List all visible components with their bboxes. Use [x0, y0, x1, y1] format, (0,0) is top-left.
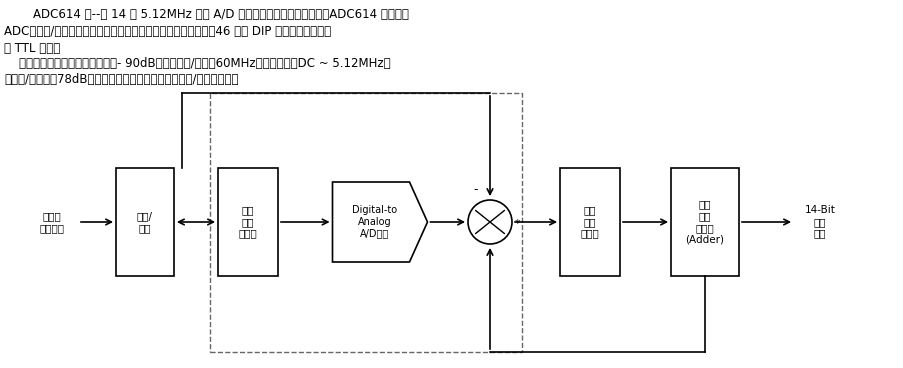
Text: -: - — [473, 183, 478, 196]
Text: 14-Bit
数字
输出: 14-Bit 数字 输出 — [804, 205, 834, 238]
Bar — [559, 168, 619, 276]
Polygon shape — [332, 182, 427, 262]
Text: ADC、采样/保持放大器、电压基准、时序电路和误差校准电路。46 引脚 DIP 型塑封。逻辑接口: ADC、采样/保持放大器、电压基准、时序电路和误差校准电路。46 引脚 DIP … — [4, 25, 330, 38]
Text: 低位
闪烁
编码器: 低位 闪烁 编码器 — [580, 205, 599, 238]
Bar — [218, 168, 278, 276]
Text: Digital-to
Analog
A/D变换: Digital-to Analog A/D变换 — [352, 205, 397, 238]
Text: ADC614 是--个 14 位 5.12MHz 采样 A/D 变换器，具有宽的动态范围。ADC614 包含一个: ADC614 是--个 14 位 5.12MHz 采样 A/D 变换器，具有宽的… — [18, 8, 408, 21]
Text: 采样/
保持: 采样/ 保持 — [137, 211, 153, 233]
Text: 传感器
信号输入: 传感器 信号输入 — [40, 211, 64, 233]
Text: *: * — [515, 219, 520, 229]
Text: 特点：高抑制寄生的动态范围：- 90dB；宽带采样/保持；60MHz；采样速率；DC ~ 5.12MHz；: 特点：高抑制寄生的动态范围：- 90dB；宽带采样/保持；60MHz；采样速率；… — [4, 57, 390, 70]
Text: 是 TTL 电路。: 是 TTL 电路。 — [4, 42, 61, 55]
Text: 数字
误差
校准器
(Adder): 数字 误差 校准器 (Adder) — [684, 199, 723, 244]
Circle shape — [468, 200, 511, 244]
Bar — [209, 93, 521, 352]
Bar — [116, 168, 173, 276]
Bar — [670, 168, 738, 276]
Text: 高位
闪烁
编码器: 高位 闪烁 编码器 — [238, 205, 257, 238]
Text: 高信号/噪声比：78dB，无丢失码，全部子系统包含采样/保持和基准。: 高信号/噪声比：78dB，无丢失码，全部子系统包含采样/保持和基准。 — [4, 73, 238, 86]
